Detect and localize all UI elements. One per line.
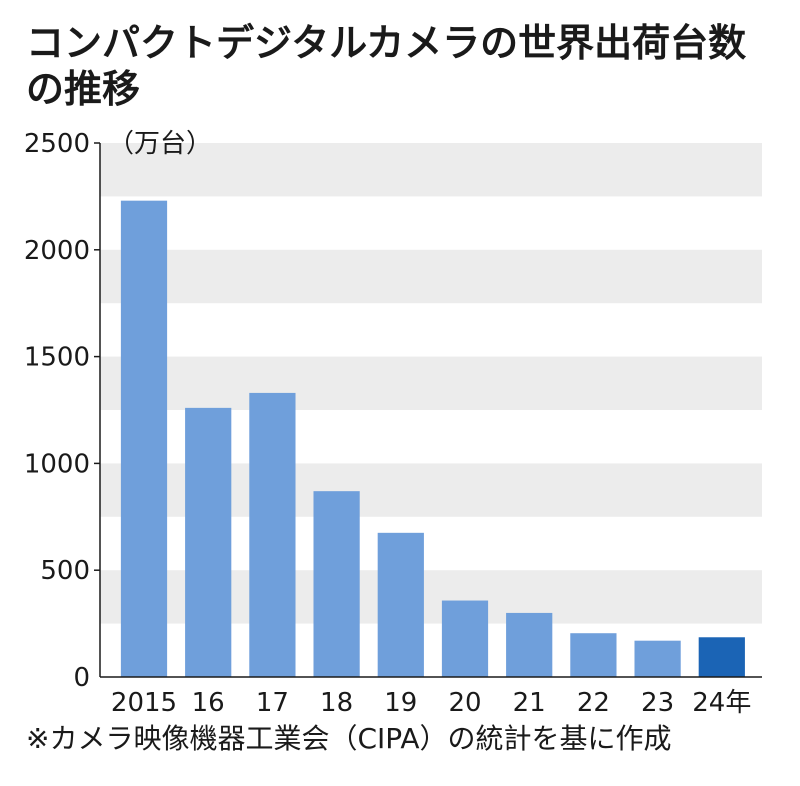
- bar-19: [377, 532, 424, 677]
- bar-24年: [698, 637, 745, 677]
- x-tick-label: 19: [384, 688, 417, 718]
- y-unit-label: （万台）: [108, 129, 212, 159]
- grid-band: [100, 356, 762, 410]
- bar-2015: [120, 200, 168, 677]
- bar-16: [185, 407, 232, 677]
- y-tick-label: 1500: [24, 343, 90, 373]
- grid-band: [100, 249, 762, 304]
- chart-title: コンパクトデジタルカメラの世界出荷台数 の推移: [26, 20, 786, 112]
- bar-17: [249, 392, 296, 677]
- footnote: ※カメラ映像機器工業会（CIPA）の統計を基に作成: [26, 722, 672, 755]
- chart-title-line-2: の推移: [26, 67, 141, 111]
- bar-18: [313, 491, 360, 677]
- grid-bands: [100, 143, 762, 624]
- y-ticks: 0 500 1000 1500 2000 2500: [24, 129, 100, 693]
- y-tick-label: 0: [73, 663, 90, 693]
- x-tick-labels: 2015 16 17 18 19 20 21 22 23 24年: [111, 688, 751, 718]
- bar-20: [441, 600, 489, 677]
- bars: [120, 200, 745, 677]
- x-tick-label: 21: [513, 688, 546, 718]
- bar-23: [634, 640, 681, 677]
- chart-title-line-1: コンパクトデジタルカメラの世界出荷台数: [26, 21, 747, 65]
- x-tick-label: 17: [256, 688, 289, 718]
- x-tick-label: 22: [577, 688, 610, 718]
- bar-22: [570, 633, 617, 677]
- y-tick-label: 500: [40, 556, 90, 586]
- x-tick-label: 20: [448, 688, 481, 718]
- grid-band: [100, 143, 762, 197]
- y-tick-label: 2500: [24, 129, 90, 159]
- x-tick-label: 24年: [692, 688, 751, 718]
- y-tick-label: 1000: [24, 449, 90, 479]
- x-tick-label: 23: [641, 688, 674, 718]
- bar-21: [506, 612, 553, 677]
- x-tick-label: 16: [192, 688, 225, 718]
- x-tick-label: 18: [320, 688, 353, 718]
- x-tick-label: 2015: [111, 688, 177, 718]
- y-tick-label: 2000: [24, 236, 90, 266]
